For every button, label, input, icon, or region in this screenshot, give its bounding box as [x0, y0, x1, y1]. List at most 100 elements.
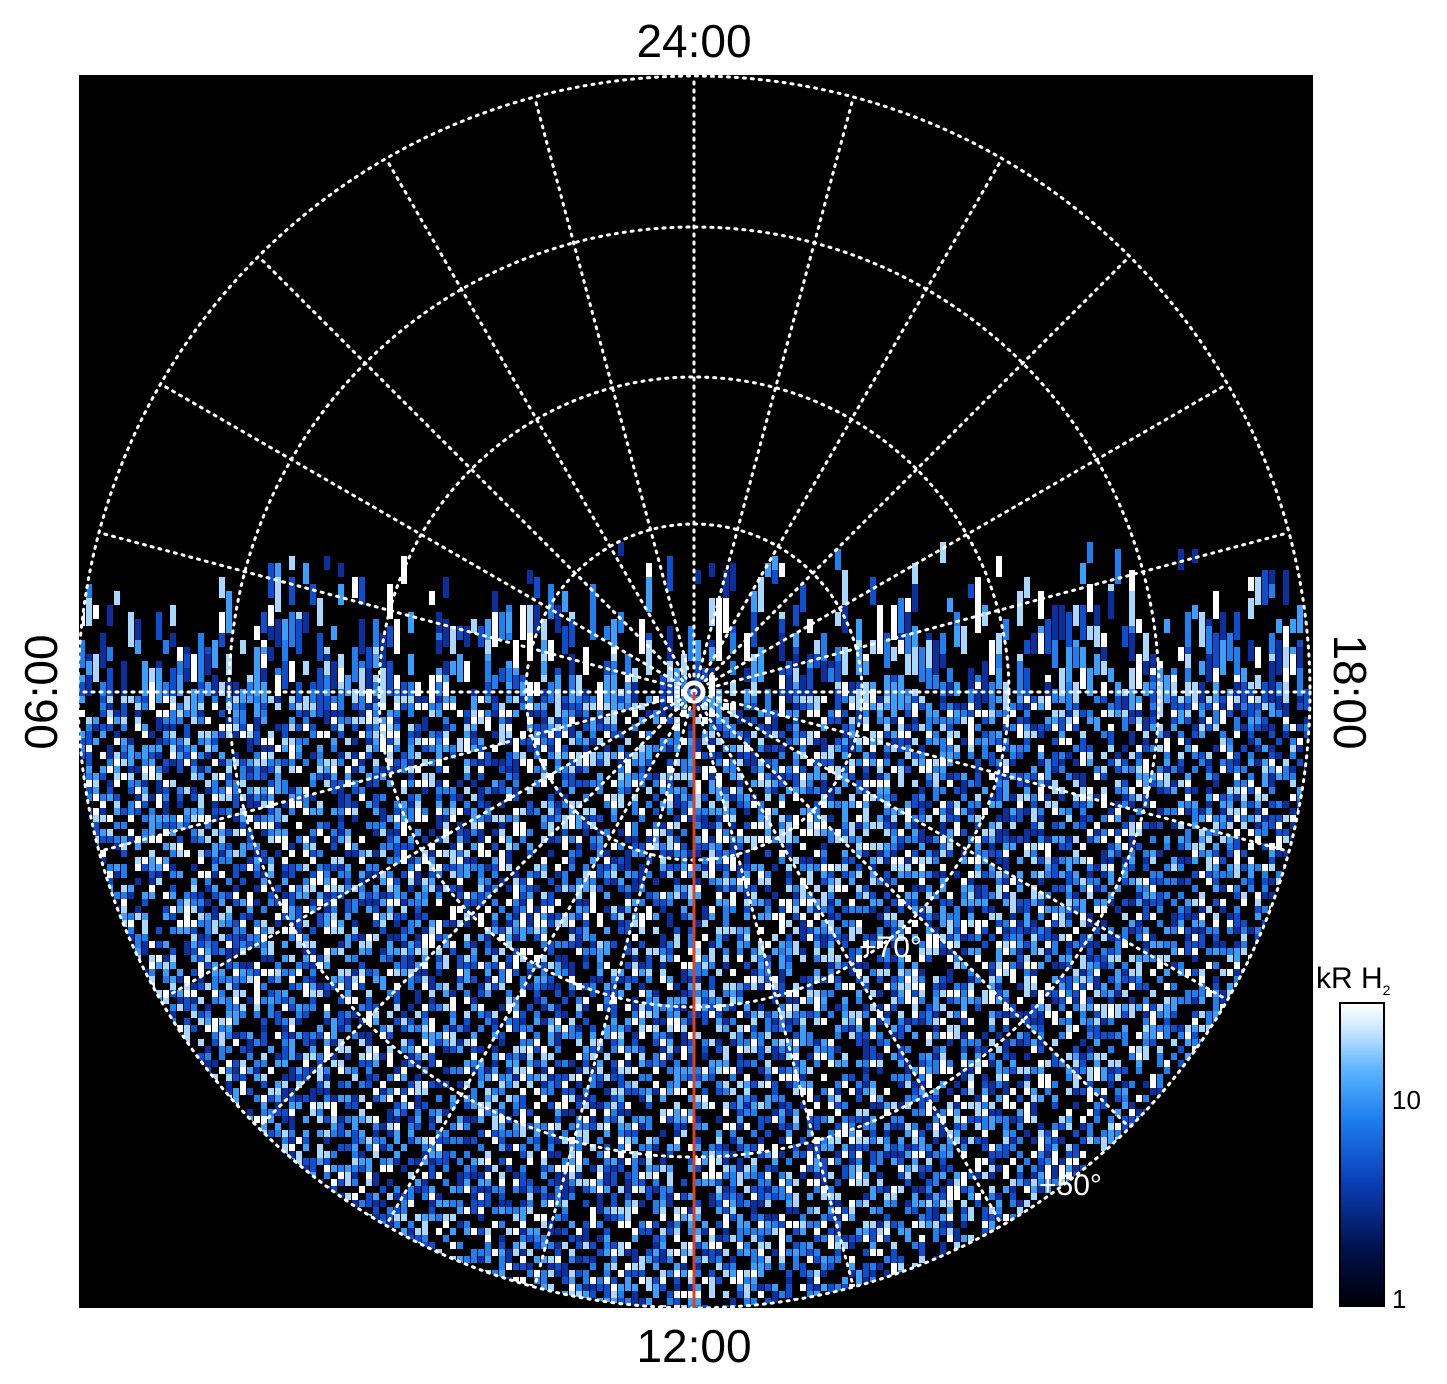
- emission-pixel: [506, 717, 512, 724]
- emission-pixel: [961, 878, 967, 885]
- emission-pixel: [1262, 962, 1268, 969]
- emission-pixel: [331, 920, 337, 927]
- emission-pixel: [807, 927, 813, 934]
- emission-pixel: [1227, 815, 1233, 822]
- emission-pixel: [1059, 759, 1065, 766]
- emission-pixel: [716, 759, 722, 766]
- emission-pixel: [464, 850, 470, 857]
- emission-pixel: [555, 787, 561, 794]
- emission-pixel: [1129, 829, 1135, 836]
- emission-pixel: [219, 724, 225, 731]
- emission-pixel: [408, 878, 414, 885]
- emission-pixel: [478, 962, 484, 969]
- emission-pixel: [1178, 913, 1184, 920]
- emission-pixel: [401, 850, 407, 857]
- emission-pixel: [1171, 696, 1177, 703]
- emission-pixel: [408, 836, 414, 843]
- emission-pixel: [1024, 843, 1030, 850]
- emission-pixel: [457, 794, 463, 801]
- emission-pixel: [1192, 899, 1198, 906]
- emission-pixel: [114, 892, 120, 899]
- emission-pixel: [422, 969, 428, 976]
- emission-pixel: [611, 717, 617, 724]
- emission-pixel: [961, 640, 967, 654]
- emission-pixel: [1178, 780, 1184, 787]
- emission-pixel: [1290, 745, 1296, 752]
- emission-pixel: [1227, 885, 1233, 892]
- emission-pixel: [303, 976, 309, 983]
- emission-pixel: [408, 654, 414, 675]
- emission-pixel: [303, 836, 309, 843]
- emission-pixel: [751, 759, 757, 766]
- emission-pixel: [1220, 703, 1226, 710]
- emission-pixel: [562, 696, 568, 703]
- emission-pixel: [674, 759, 680, 766]
- emission-pixel: [835, 710, 841, 717]
- emission-pixel: [310, 857, 316, 864]
- emission-pixel: [975, 934, 981, 941]
- emission-pixel: [534, 745, 540, 752]
- emission-pixel: [261, 871, 267, 878]
- emission-pixel: [849, 955, 855, 962]
- emission-pixel: [1269, 633, 1275, 654]
- emission-pixel: [814, 773, 820, 780]
- emission-pixel: [345, 934, 351, 941]
- emission-pixel: [996, 815, 1002, 822]
- emission-pixel: [702, 934, 708, 941]
- emission-pixel: [639, 773, 645, 780]
- emission-pixel: [555, 710, 561, 717]
- emission-pixel: [408, 948, 414, 955]
- emission-pixel: [611, 780, 617, 787]
- emission-pixel: [282, 913, 288, 920]
- emission-pixel: [205, 822, 211, 829]
- emission-pixel: [968, 801, 974, 808]
- emission-pixel: [1262, 906, 1268, 913]
- emission-pixel: [121, 850, 127, 857]
- emission-pixel: [737, 878, 743, 885]
- emission-pixel: [674, 745, 680, 752]
- emission-pixel: [163, 780, 169, 787]
- emission-pixel: [261, 948, 267, 955]
- emission-pixel: [100, 801, 106, 808]
- emission-pixel: [79, 864, 85, 871]
- emission-pixel: [765, 689, 771, 724]
- emission-pixel: [639, 864, 645, 871]
- emission-pixel: [149, 794, 155, 801]
- emission-pixel: [548, 829, 554, 836]
- emission-pixel: [611, 703, 617, 710]
- emission-pixel: [604, 871, 610, 878]
- emission-pixel: [709, 843, 715, 850]
- emission-pixel: [268, 563, 274, 598]
- emission-pixel: [163, 640, 169, 654]
- emission-pixel: [513, 815, 519, 822]
- emission-pixel: [548, 850, 554, 857]
- emission-pixel: [1213, 871, 1219, 878]
- emission-pixel: [79, 927, 85, 934]
- emission-pixel: [408, 815, 414, 822]
- emission-pixel: [128, 829, 134, 836]
- emission-pixel: [919, 941, 925, 948]
- emission-pixel: [1003, 843, 1009, 850]
- emission-pixel: [177, 710, 183, 717]
- emission-pixel: [702, 871, 708, 878]
- emission-pixel: [555, 864, 561, 871]
- emission-pixel: [800, 864, 806, 871]
- emission-pixel: [618, 780, 624, 787]
- emission-pixel: [674, 892, 680, 899]
- emission-pixel: [1262, 829, 1268, 836]
- emission-pixel: [947, 892, 953, 899]
- emission-pixel: [1038, 605, 1044, 619]
- emission-pixel: [863, 738, 869, 745]
- emission-pixel: [660, 899, 666, 906]
- emission-pixel: [695, 570, 701, 584]
- emission-pixel: [415, 696, 421, 703]
- emission-pixel: [723, 570, 729, 605]
- emission-pixel: [975, 619, 981, 633]
- emission-pixel: [1213, 745, 1219, 752]
- emission-pixel: [1101, 696, 1107, 703]
- emission-pixel: [548, 745, 554, 752]
- emission-pixel: [1164, 941, 1170, 948]
- emission-pixel: [1129, 752, 1135, 759]
- emission-pixel: [233, 892, 239, 899]
- emission-pixel: [373, 801, 379, 808]
